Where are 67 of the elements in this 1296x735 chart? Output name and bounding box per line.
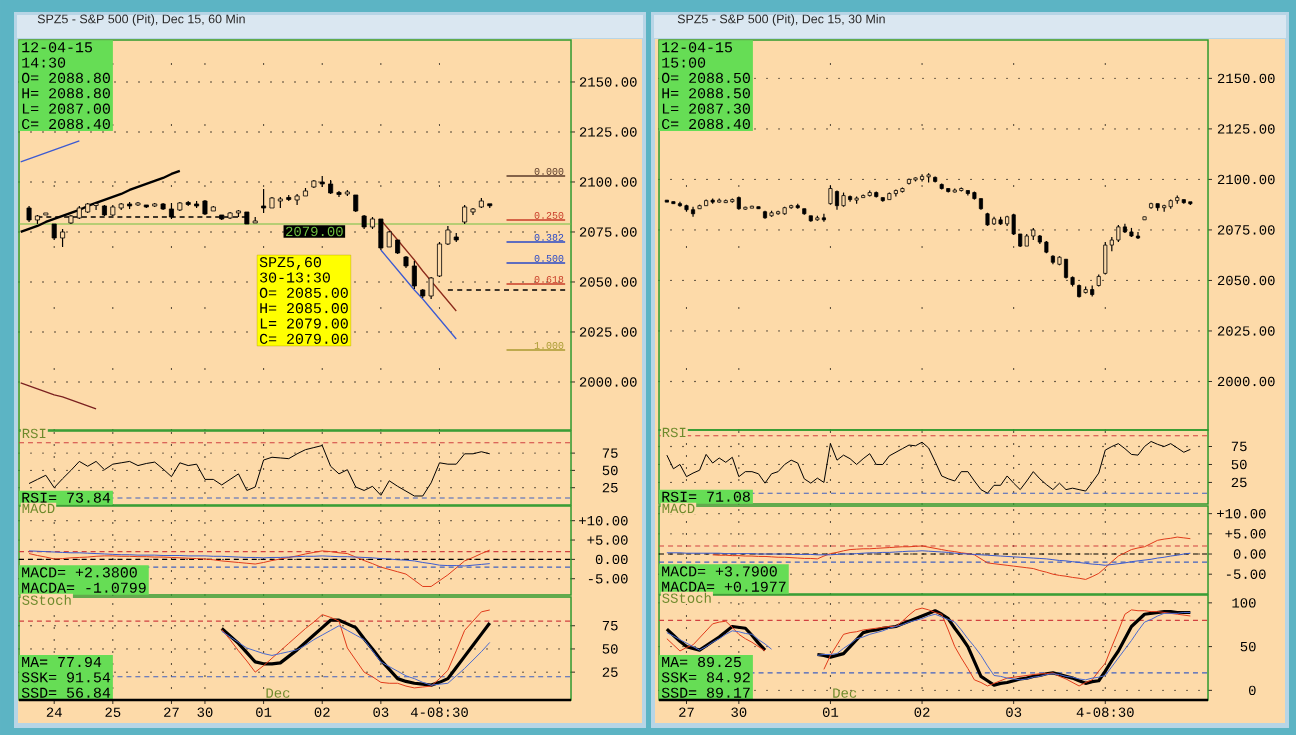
annotation: MACDA= +0.1977 bbox=[662, 581, 786, 592]
annotation: MA= 77.94 bbox=[22, 656, 102, 668]
y-tick-label: 0.00 bbox=[595, 554, 628, 565]
candlestick bbox=[821, 213, 826, 223]
y-tick-label: 0.00 bbox=[1233, 549, 1266, 559]
annotation: 15:00 bbox=[662, 57, 706, 68]
x-tick-label: 27 bbox=[679, 707, 694, 717]
annotation: SSK= 84.92 bbox=[661, 672, 750, 683]
chart-title: MACD bbox=[662, 503, 695, 514]
chart-title: SPZ5 - S&P 500 (Pit), Dec 15, 30 Min bbox=[677, 14, 885, 26]
y-tick-label: 75 bbox=[602, 621, 618, 631]
y-tick-label: +10.00 bbox=[1217, 508, 1266, 519]
annotation: MACD= +2.3800 bbox=[22, 567, 137, 578]
y-tick-label: 50 bbox=[602, 644, 618, 654]
annotation: O= 2088.50 bbox=[661, 72, 750, 83]
y-tick-label: -5.00 bbox=[1226, 569, 1266, 579]
x-tick-label: 02 bbox=[914, 707, 930, 717]
y-tick-label: 50 bbox=[1240, 641, 1256, 652]
x-tick-label: 01 bbox=[822, 707, 839, 717]
annotation: MACDA= -1.0799 bbox=[22, 582, 146, 593]
y-tick-label: 25 bbox=[602, 667, 618, 677]
y-tick-label: +5.00 bbox=[1225, 529, 1266, 539]
x-tick-label: 4-08:30 bbox=[1076, 707, 1134, 717]
y-tick-label: 50 bbox=[1231, 459, 1247, 470]
annotation: MACD= +3.7900 bbox=[662, 566, 777, 577]
annotation: RSI= 73.84 bbox=[22, 492, 111, 503]
annotation: MA= 89.25 bbox=[662, 656, 741, 668]
annotation: SSD= 56.84 bbox=[21, 687, 111, 698]
annotation: 12-04-15 bbox=[662, 42, 732, 53]
x-tick-label: 02 bbox=[314, 707, 330, 717]
y-tick-label: 2100.00 bbox=[1217, 174, 1275, 185]
x-tick-label: 30 bbox=[731, 707, 747, 717]
chart-title: RSI bbox=[662, 427, 686, 438]
annotation: SSK= 91.54 bbox=[21, 672, 111, 683]
y-tick-label: 2050.00 bbox=[1217, 275, 1275, 286]
y-tick-label: 25 bbox=[1231, 477, 1247, 488]
x-tick-label: 24 bbox=[46, 707, 62, 717]
chart-title: MACD bbox=[22, 503, 55, 514]
x-axis-title: Dec bbox=[833, 688, 857, 698]
x-tick-label: 03 bbox=[1006, 707, 1022, 717]
annotation: C= 2088.40 bbox=[662, 118, 750, 130]
y-tick-label: 75 bbox=[1231, 441, 1247, 452]
y-tick-label: 2025.00 bbox=[1217, 326, 1275, 336]
x-tick-label: 25 bbox=[105, 707, 121, 717]
y-tick-label: +10.00 bbox=[579, 515, 628, 526]
y-tick-label: 0 bbox=[1248, 685, 1256, 696]
annotation: RSI= 71.08 bbox=[662, 491, 750, 502]
chart-title: SStoch bbox=[662, 592, 711, 603]
y-tick-label: 100 bbox=[1232, 598, 1256, 608]
y-tick-label: 2000.00 bbox=[1217, 376, 1275, 387]
y-tick-label: 2075.00 bbox=[1217, 225, 1275, 235]
annotation: SSD= 89.17 bbox=[661, 687, 750, 698]
x-tick-label: 4-08:30 bbox=[410, 707, 468, 717]
y-tick-label: 2150.00 bbox=[1217, 73, 1275, 84]
annotation: H= 2088.50 bbox=[662, 88, 750, 99]
x-tick-label: 01 bbox=[256, 707, 272, 717]
y-tick-label: 2125.00 bbox=[1217, 124, 1275, 134]
y-tick-label: +5.00 bbox=[587, 535, 628, 545]
annotation: L= 2087.30 bbox=[662, 103, 750, 114]
candlestick bbox=[828, 184, 833, 206]
x-axis-title: Dec bbox=[266, 688, 290, 698]
y-tick-label: -5.00 bbox=[588, 574, 628, 584]
x-tick-label: 30 bbox=[197, 707, 213, 717]
x-tick-label: 27 bbox=[164, 707, 179, 717]
x-tick-label: 03 bbox=[373, 707, 389, 717]
chart-title: SStoch bbox=[22, 594, 71, 605]
candlestick bbox=[1063, 258, 1069, 280]
